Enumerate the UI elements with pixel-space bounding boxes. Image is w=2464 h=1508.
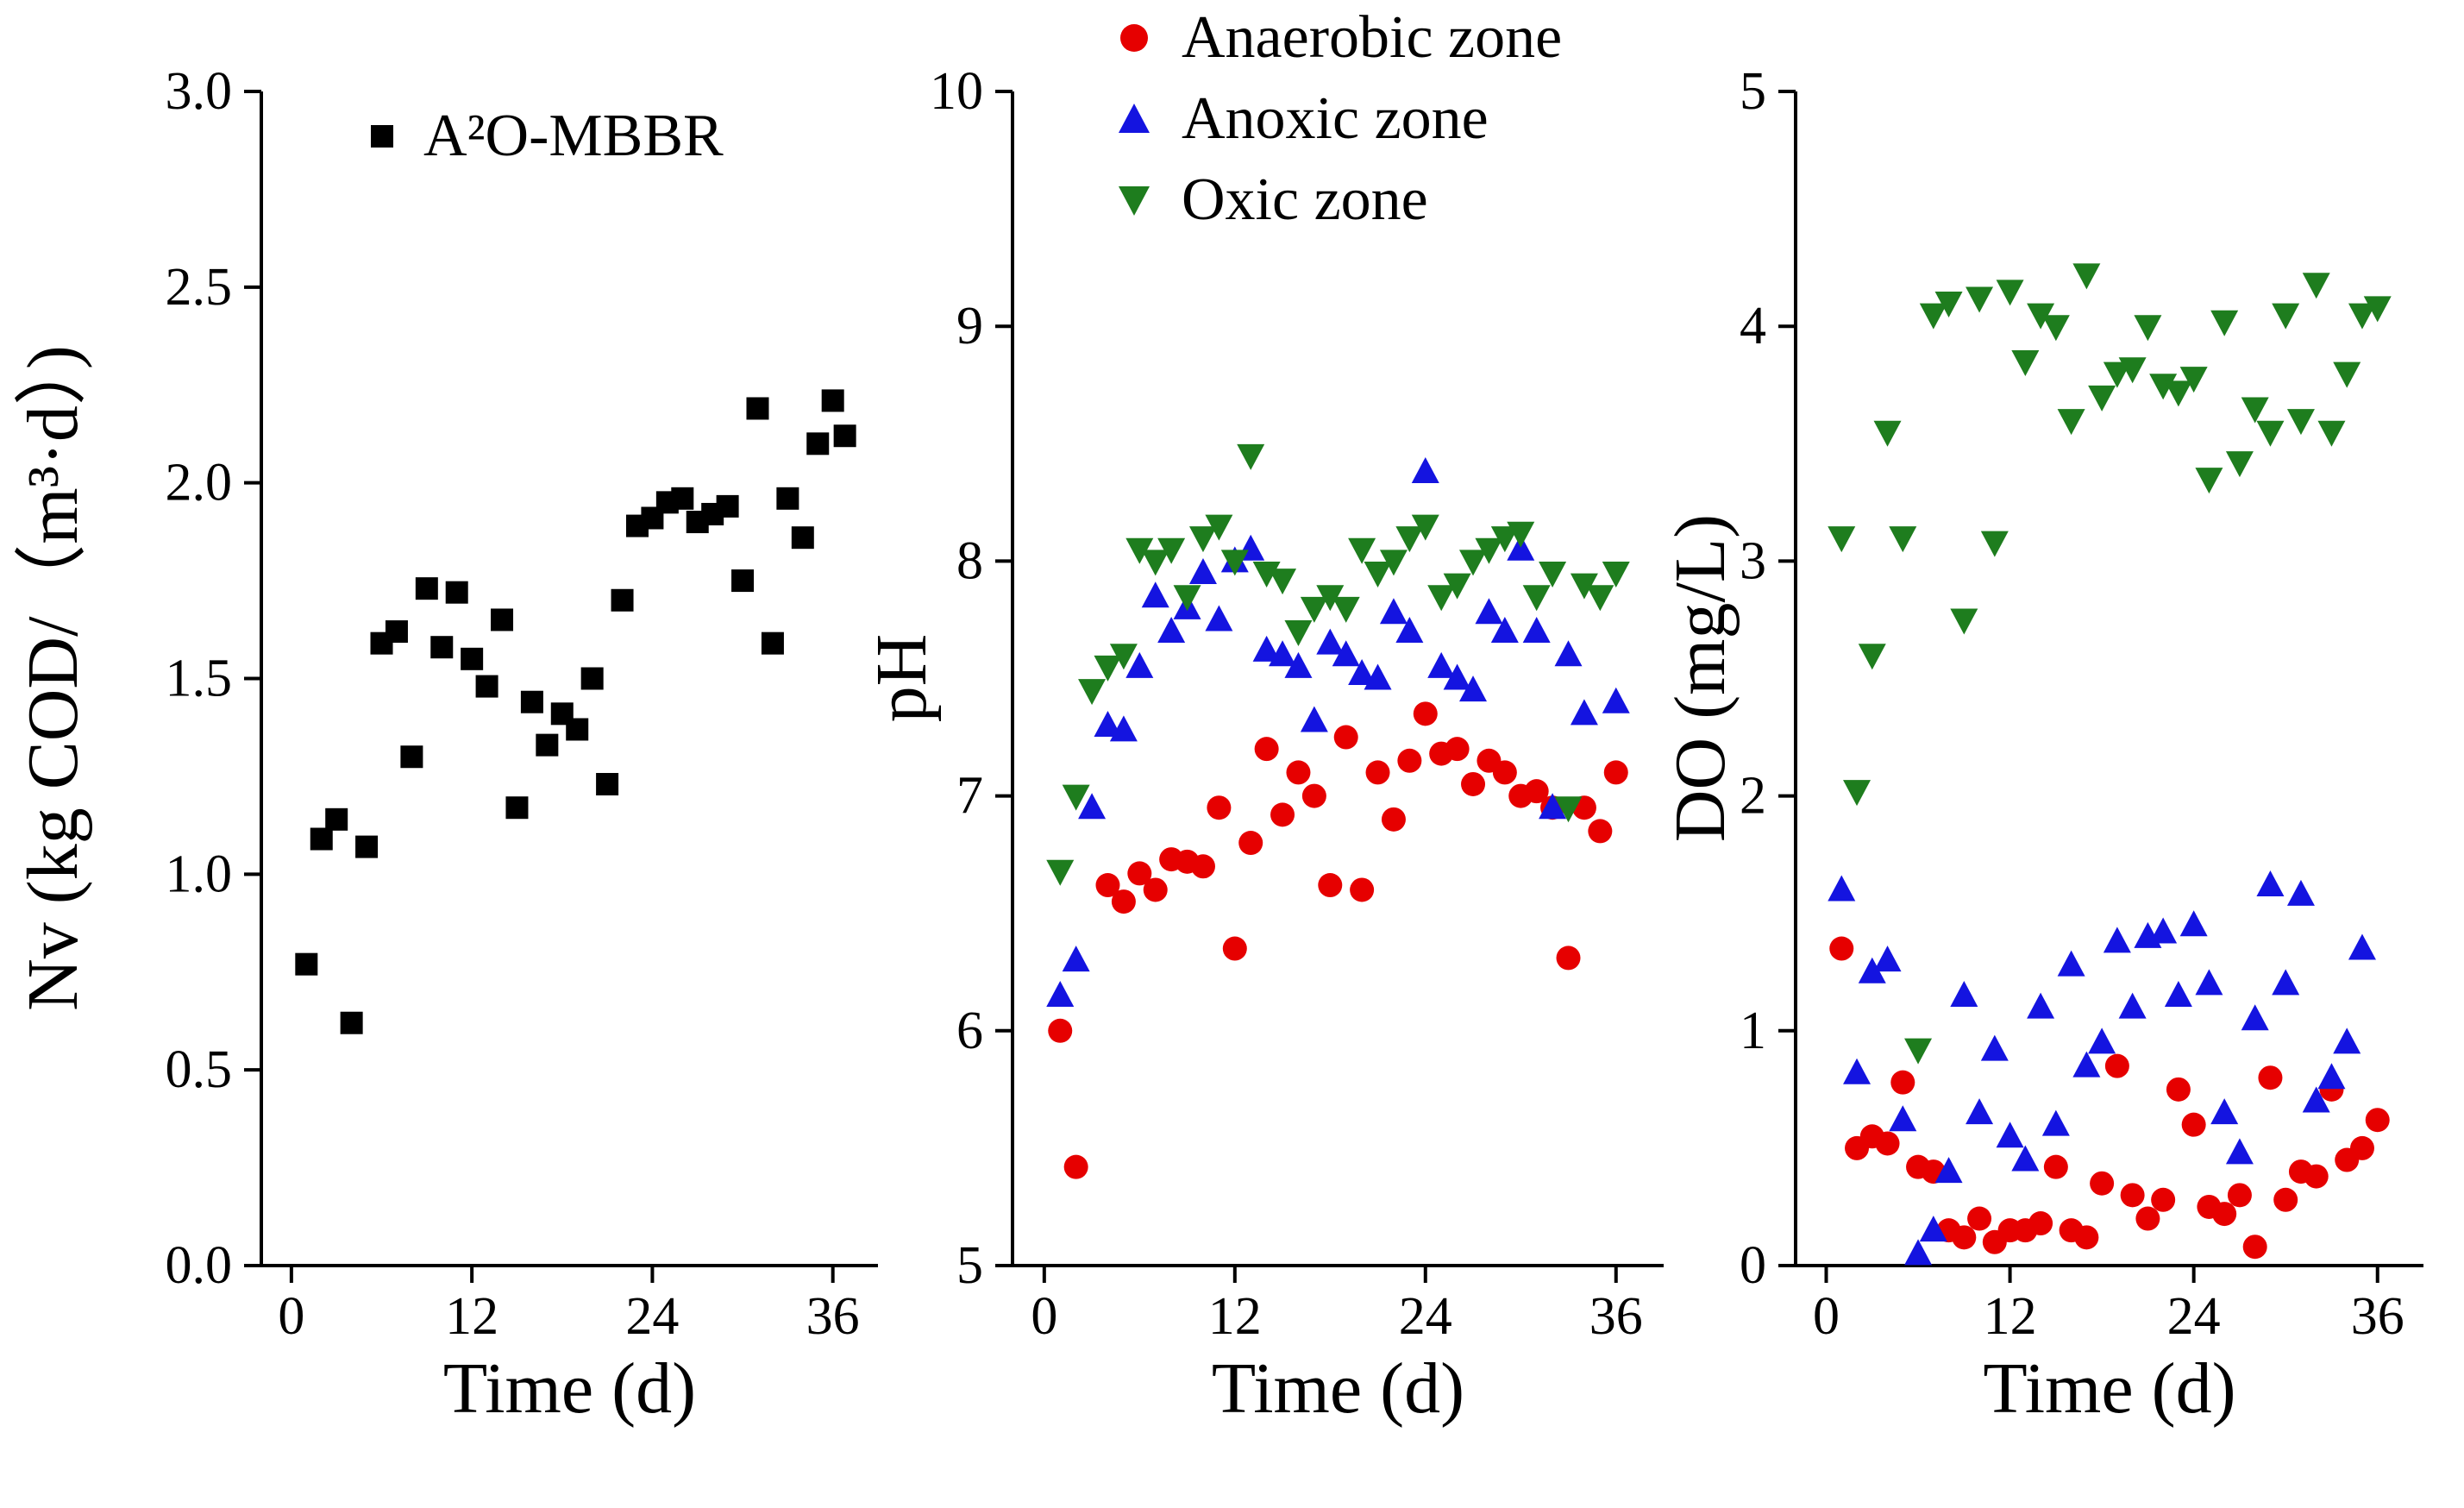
nv-scatter-plot: 0.0 0.5 1.0 1.5 2.0 2.5 3.0 0 12 24 36: [166, 62, 878, 1346]
legend-label-oxic: Oxic zone: [1182, 167, 1428, 233]
square-marker-icon: [371, 125, 393, 148]
svg-text:0: 0: [278, 1287, 304, 1346]
legend-item-oxic: Oxic zone: [1114, 166, 1562, 235]
svg-text:24: 24: [625, 1287, 679, 1346]
nv-y-axis-label: Nv (kg COD/（m³·d）): [13, 345, 93, 1011]
svg-text:36: 36: [2351, 1287, 2404, 1346]
svg-text:5: 5: [956, 1236, 983, 1295]
circle-marker-icon: [1120, 24, 1148, 52]
triangle-down-marker-icon: [1119, 186, 1150, 216]
do-y-axis-label: DO (mg/L): [1660, 513, 1740, 843]
legend-item-anaerobic: Anaerobic zone: [1114, 3, 1562, 72]
nv-legend: A²O-MBBR: [365, 102, 724, 171]
zones-legend: Anaerobic zone Anoxic zone Oxic zone: [1114, 3, 1562, 235]
ph-scatter-plot: 5 6 7 8 9 10 0 12 24 36: [930, 62, 1664, 1346]
svg-text:0: 0: [1740, 1236, 1766, 1295]
do-x-axis-label: Time (d): [1983, 1348, 2236, 1429]
svg-text:8: 8: [956, 531, 983, 590]
ph-x-axis-label: Time (d): [1211, 1348, 1465, 1429]
triangle-up-marker-icon: [1119, 104, 1150, 133]
svg-text:9: 9: [956, 297, 983, 355]
svg-text:1.5: 1.5: [166, 650, 233, 708]
svg-text:12: 12: [445, 1287, 498, 1346]
svg-text:7: 7: [956, 767, 983, 826]
svg-text:1: 1: [1740, 1002, 1766, 1060]
svg-text:0: 0: [1813, 1287, 1840, 1346]
svg-text:10: 10: [930, 62, 983, 121]
svg-text:12: 12: [1984, 1287, 2037, 1346]
svg-text:5: 5: [1740, 62, 1766, 121]
ph-y-axis-label: pH: [862, 633, 942, 723]
svg-text:6: 6: [956, 1002, 983, 1060]
svg-text:4: 4: [1740, 297, 1766, 355]
legend-item-anoxic: Anoxic zone: [1114, 85, 1562, 154]
svg-text:0.5: 0.5: [166, 1040, 233, 1099]
svg-text:3.0: 3.0: [166, 62, 233, 121]
legend-label-anoxic: Anoxic zone: [1182, 85, 1489, 152]
svg-text:36: 36: [1589, 1287, 1643, 1346]
svg-text:2: 2: [1740, 767, 1766, 826]
svg-text:3: 3: [1740, 531, 1766, 590]
nv-x-axis-label: Time (d): [442, 1348, 697, 1429]
svg-text:24: 24: [1399, 1287, 1452, 1346]
svg-text:2.5: 2.5: [166, 258, 233, 317]
legend-label-anaerobic: Anaerobic zone: [1182, 4, 1563, 71]
svg-text:0: 0: [1031, 1287, 1057, 1346]
svg-text:12: 12: [1208, 1287, 1262, 1346]
svg-text:1.0: 1.0: [166, 845, 233, 903]
svg-text:36: 36: [806, 1287, 860, 1346]
nv-legend-label: A²O-MBBR: [423, 103, 724, 169]
svg-text:0.0: 0.0: [166, 1236, 233, 1295]
svg-text:24: 24: [2167, 1287, 2221, 1346]
svg-text:2.0: 2.0: [166, 454, 233, 512]
